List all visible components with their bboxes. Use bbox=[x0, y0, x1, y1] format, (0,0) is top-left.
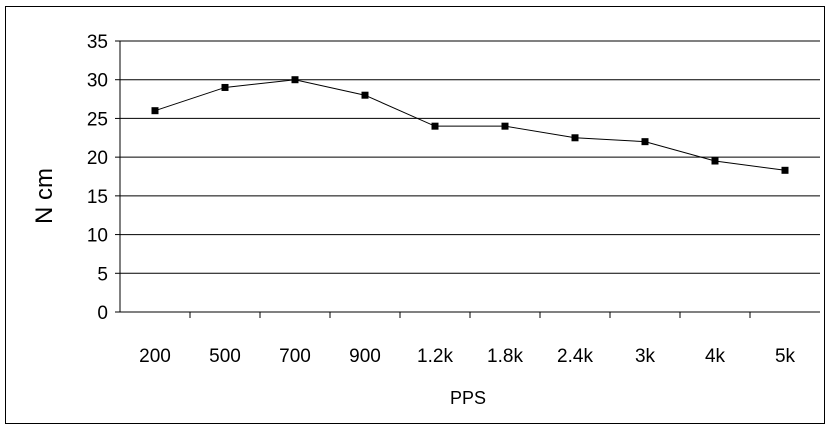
data-point bbox=[291, 76, 299, 84]
data-point bbox=[431, 122, 439, 130]
data-point bbox=[361, 91, 369, 99]
x-tick-label: 4k bbox=[705, 346, 726, 367]
x-tick-label: 900 bbox=[349, 346, 381, 367]
y-tick-label: 10 bbox=[87, 226, 108, 247]
y-tick-label: 35 bbox=[87, 32, 108, 53]
x-tick-label: 3k bbox=[635, 346, 656, 367]
series-line bbox=[154, 79, 786, 171]
x-tick-label: 500 bbox=[209, 346, 241, 367]
data-point bbox=[781, 166, 789, 174]
y-tick-labels: 0 5 10 15 20 25 30 35 bbox=[87, 32, 108, 324]
y-axis-title: N cm bbox=[31, 168, 58, 224]
data-point bbox=[571, 134, 579, 142]
y-tick-label: 0 bbox=[97, 303, 108, 324]
y-tick-label: 30 bbox=[87, 71, 108, 92]
y-tick-label: 5 bbox=[97, 264, 108, 285]
data-point bbox=[221, 83, 229, 91]
x-tick-label: 1.8k bbox=[487, 346, 523, 367]
series bbox=[151, 76, 789, 174]
chart-frame bbox=[5, 6, 825, 424]
data-point bbox=[641, 138, 649, 146]
data-point bbox=[151, 107, 159, 115]
y-tick-label: 25 bbox=[87, 109, 108, 130]
data-point bbox=[501, 122, 509, 130]
x-tick-label: 2.4k bbox=[557, 346, 593, 367]
data-point bbox=[711, 157, 719, 165]
x-axis-title: PPS bbox=[450, 388, 486, 408]
x-tick-labels: 200 500 700 900 1.2k 1.8k 2.4k 3k 4k 5k bbox=[139, 346, 795, 367]
gridlines bbox=[120, 40, 820, 274]
x-tick-label: 1.2k bbox=[417, 346, 453, 367]
x-tick-label: 200 bbox=[139, 346, 171, 367]
axes bbox=[115, 40, 820, 318]
y-tick-label: 15 bbox=[87, 187, 108, 208]
x-tick-label: 700 bbox=[279, 346, 311, 367]
y-tick-label: 20 bbox=[87, 148, 108, 169]
x-tick-label: 5k bbox=[775, 346, 796, 367]
